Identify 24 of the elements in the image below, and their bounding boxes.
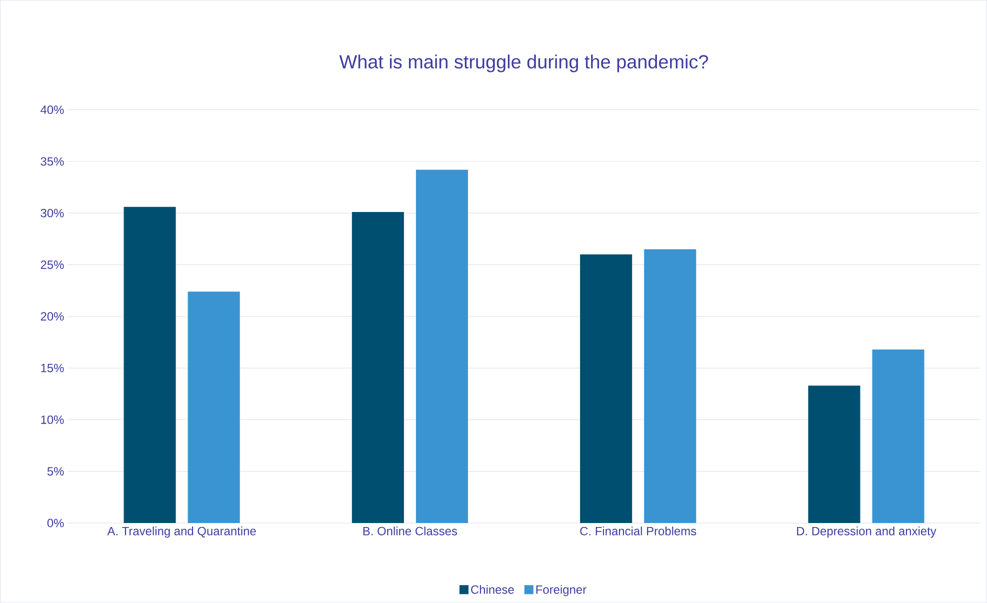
- y-tick-label: 0%: [47, 518, 64, 528]
- y-tick-label: 25%: [40, 260, 64, 270]
- x-tick-label: A. Traveling and Quarantine: [107, 526, 256, 538]
- bar: [808, 386, 860, 524]
- y-tick-label: 5%: [47, 467, 64, 476]
- x-tick-label: B. Online Classes: [363, 526, 458, 536]
- y-tick-label: 35%: [40, 157, 64, 166]
- y-tick-label: 15%: [41, 364, 64, 372]
- y-tick-label: 30%: [40, 208, 64, 218]
- bar: [188, 292, 240, 524]
- y-tick-label: 40%: [40, 106, 64, 114]
- bar: [124, 206, 176, 524]
- x-tick-label: C. Financial Problems: [580, 526, 696, 536]
- bar: [416, 170, 468, 524]
- y-tick-label: 10%: [41, 416, 64, 424]
- bar: [644, 249, 696, 524]
- bar: [580, 254, 632, 524]
- y-tick-label: 20%: [40, 312, 64, 321]
- legend-label: Foreigner: [536, 585, 586, 596]
- chart-title: What is main struggle during the pandemic?: [339, 54, 708, 72]
- x-tick-label: D. Depression and anxiety: [797, 526, 936, 538]
- bar: [872, 350, 924, 524]
- legend-label: Chinese: [471, 585, 514, 594]
- bar: [352, 212, 404, 524]
